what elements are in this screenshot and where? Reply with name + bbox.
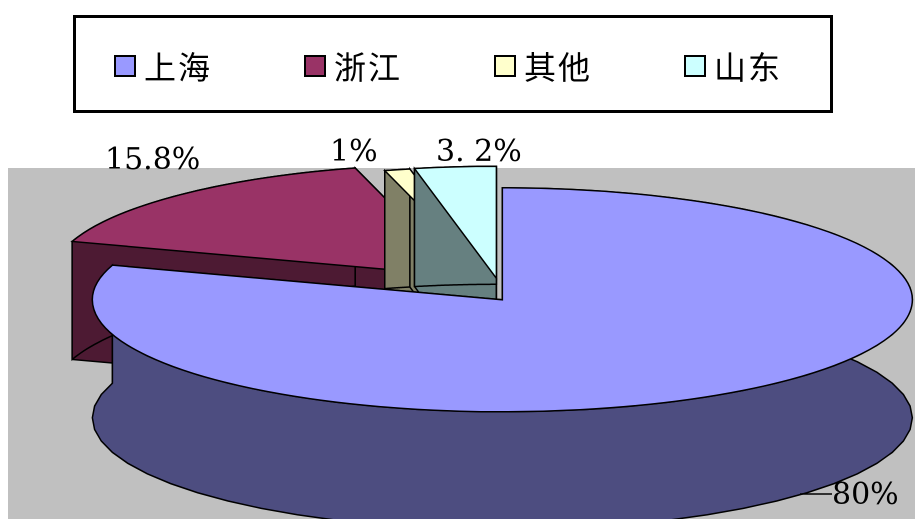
legend-item-shandong: 山东 — [684, 46, 783, 87]
legend-swatch-shandong — [684, 55, 706, 77]
legend-label-shanghai: 上海 — [144, 49, 213, 87]
legend-label-zhejiang: 浙江 — [334, 49, 403, 87]
data-label-shandong: 3. 2% — [436, 134, 522, 169]
legend-label-shandong: 山东 — [714, 49, 783, 87]
pie-slice-shandong — [413, 165, 498, 399]
data-label-shanghai: 80% — [832, 477, 899, 512]
legend-item-other: 其他 — [494, 46, 593, 87]
slice-top-shandong — [413, 165, 498, 281]
chart-legend: 上海 浙江 其他 山东 — [73, 15, 833, 113]
legend-swatch-shanghai — [114, 55, 136, 77]
pie-slice-shanghai — [91, 187, 914, 519]
slice-top-zhejiang — [70, 167, 465, 278]
data-label-zhejiang: 15.8% — [105, 142, 201, 177]
legend-label-other: 其他 — [524, 49, 593, 87]
legend-swatch-zhejiang — [304, 55, 326, 77]
legend-item-zhejiang: 浙江 — [304, 46, 403, 87]
slice-top-shanghai — [91, 187, 914, 413]
data-label-other: 1% — [330, 134, 378, 169]
legend-item-shanghai: 上海 — [114, 46, 213, 87]
legend-swatch-other — [494, 55, 516, 77]
